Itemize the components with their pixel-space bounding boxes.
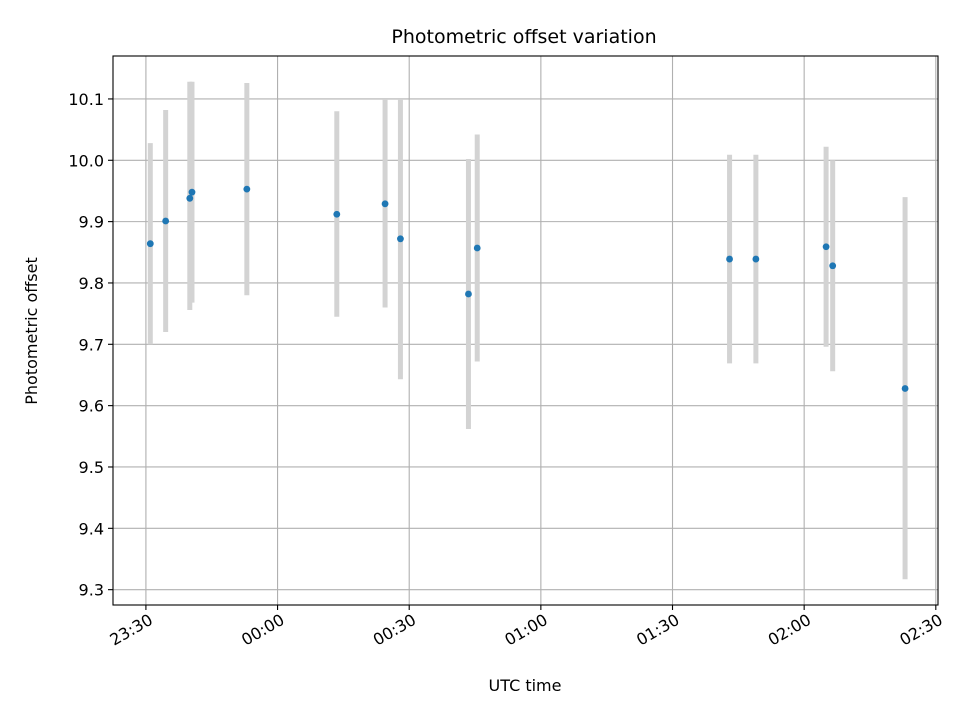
data-point <box>162 217 170 225</box>
y-tick-label: 9.9 <box>79 213 104 232</box>
y-tick-label: 9.4 <box>79 519 104 538</box>
y-tick-label: 9.5 <box>79 458 104 477</box>
y-tick-label: 9.7 <box>79 335 104 354</box>
data-point <box>465 290 472 298</box>
x-axis-title: UTC time <box>489 676 562 695</box>
data-point <box>822 243 830 251</box>
y-tick-label: 9.6 <box>79 397 104 416</box>
data-points <box>146 185 909 392</box>
y-tick-label: 10.1 <box>68 90 104 109</box>
data-point <box>901 385 909 392</box>
data-point <box>397 235 404 243</box>
y-axis-title: Photometric offset <box>22 257 41 405</box>
data-point <box>146 240 154 248</box>
data-point <box>381 200 389 208</box>
y-tick-label: 9.3 <box>79 581 104 600</box>
data-point <box>726 255 733 263</box>
data-point <box>243 185 251 193</box>
y-tick-label: 10.0 <box>68 151 104 170</box>
plot-frame <box>112 55 939 606</box>
data-point <box>752 255 760 263</box>
data-point <box>188 188 196 196</box>
y-axis-ticks: 9.3 9.4 9.5 9.6 9.7 9.8 9.9 10.0 10.1 <box>68 90 113 600</box>
data-point <box>333 210 341 218</box>
chart-title: Photometric offset variation <box>391 26 656 48</box>
data-point <box>829 262 837 270</box>
y-tick-label: 9.8 <box>79 274 104 293</box>
data-point <box>186 194 194 202</box>
grid-lines <box>113 56 938 605</box>
data-point <box>473 244 481 252</box>
